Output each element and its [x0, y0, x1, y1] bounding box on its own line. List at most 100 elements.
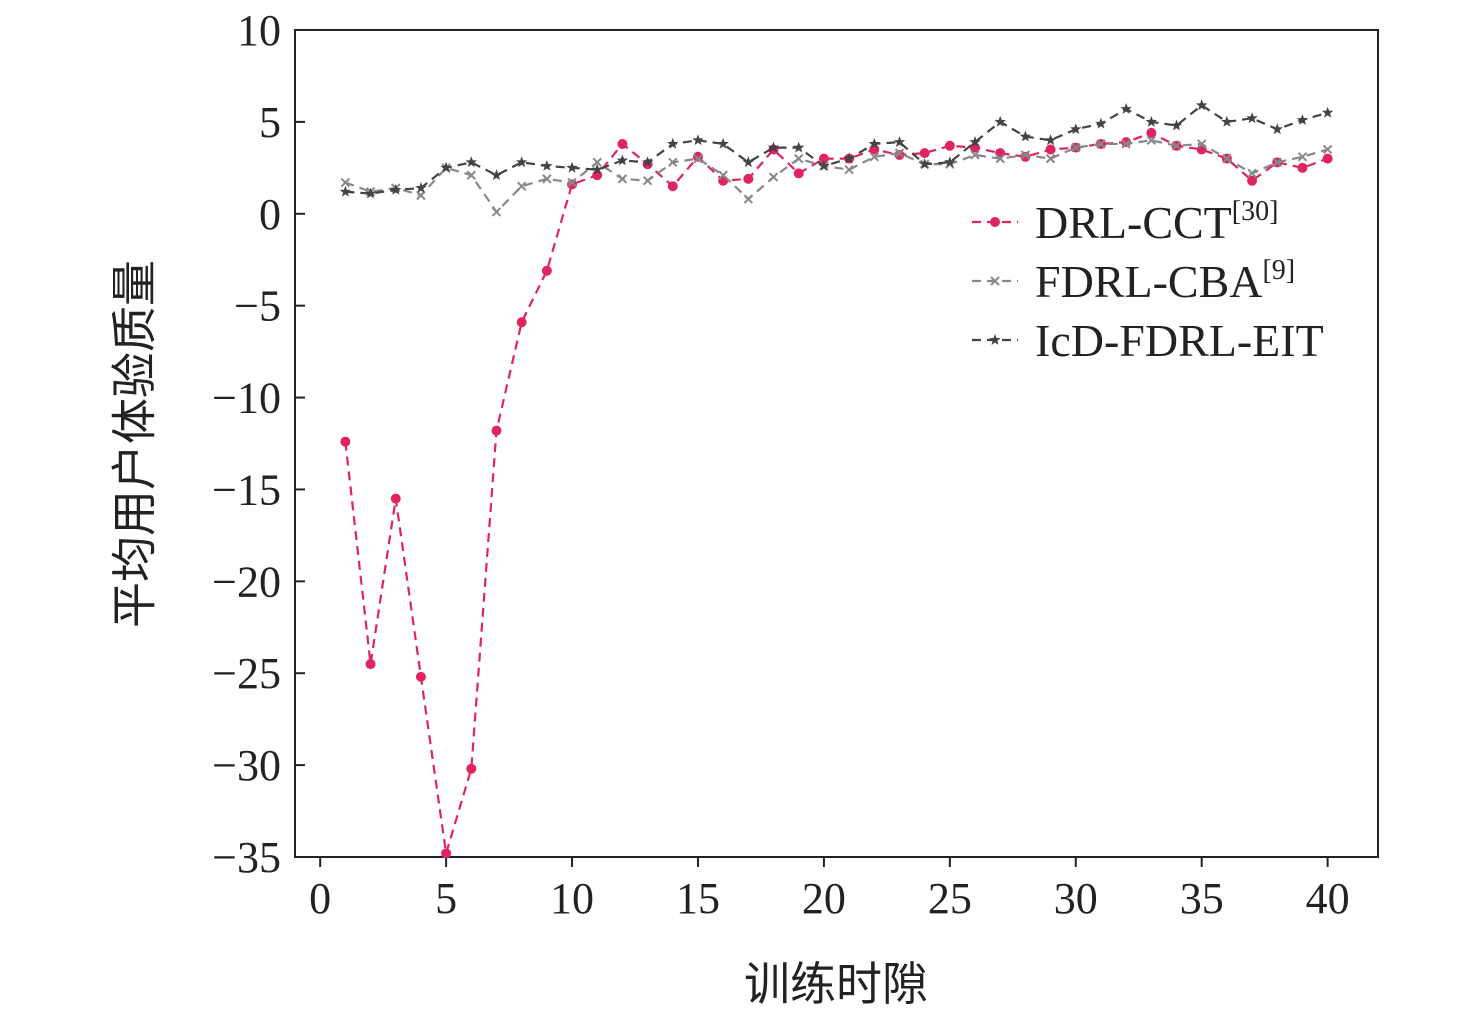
- point: [465, 156, 477, 168]
- point: [1044, 134, 1057, 146]
- point: [1272, 157, 1282, 168]
- point: [718, 170, 728, 180]
- point: [793, 168, 804, 179]
- legend-marker: [990, 217, 1000, 227]
- point: [844, 164, 854, 175]
- point: [466, 763, 477, 774]
- y-tick-label: −20: [212, 557, 281, 606]
- point: [668, 157, 678, 168]
- point: [868, 137, 880, 149]
- point: [1145, 115, 1157, 127]
- point: [1020, 150, 1031, 160]
- point: [592, 157, 602, 168]
- point: [994, 115, 1006, 127]
- y-axis-label: 平均用户体验质量: [110, 260, 161, 628]
- series-line: [344, 131, 1329, 854]
- point: [340, 177, 351, 188]
- point: [869, 152, 879, 162]
- point: [1045, 153, 1056, 164]
- x-axis-label: 训练时隙: [744, 959, 928, 1010]
- point: [1322, 153, 1333, 164]
- point: [1196, 139, 1207, 149]
- point: [894, 148, 905, 158]
- legend-ref: [30]: [1232, 196, 1279, 227]
- point: [642, 175, 653, 186]
- y-tick-label: −10: [212, 374, 281, 423]
- x-tick-label: 0: [309, 874, 331, 923]
- point: [969, 136, 981, 147]
- point: [1146, 127, 1157, 138]
- legend-name: FDRL-CBA: [1035, 256, 1262, 307]
- point: [1221, 115, 1233, 127]
- point: [1045, 144, 1056, 155]
- point: [692, 134, 704, 146]
- y-tick-label: 5: [259, 98, 281, 147]
- point: [1170, 119, 1183, 131]
- point: [490, 169, 503, 180]
- x-tick-label: 35: [1180, 874, 1224, 923]
- legend-marker: [990, 276, 1000, 286]
- point: [843, 152, 855, 164]
- point: [767, 141, 780, 153]
- legend-label: DRL-CCT[30]: [1035, 196, 1278, 248]
- legend-label: FDRL-CBA[9]: [1035, 255, 1295, 307]
- point: [466, 170, 477, 180]
- point: [970, 150, 980, 160]
- y-tick-label: −35: [212, 833, 281, 882]
- point: [818, 153, 829, 164]
- point: [491, 207, 502, 217]
- point: [566, 161, 578, 173]
- point: [340, 436, 351, 447]
- x-tick-label: 40: [1306, 874, 1350, 923]
- point: [743, 194, 754, 204]
- point: [541, 160, 553, 171]
- point: [918, 158, 931, 169]
- point: [1297, 152, 1308, 162]
- legend-marker: [989, 334, 1001, 345]
- legend-label: IcD-FDRL-EIT: [1035, 315, 1324, 366]
- point: [1196, 99, 1208, 111]
- point: [1121, 137, 1132, 148]
- point: [1120, 103, 1132, 114]
- x-tick-label: 15: [676, 874, 720, 923]
- point: [995, 153, 1005, 164]
- point: [390, 183, 402, 195]
- point: [542, 174, 552, 184]
- x-tick-label: 30: [1054, 874, 1098, 923]
- point: [693, 153, 703, 164]
- x-tick-label: 10: [550, 874, 594, 923]
- point: [1019, 130, 1032, 142]
- point: [793, 141, 805, 153]
- point: [1247, 168, 1257, 179]
- point: [919, 148, 930, 159]
- x-tick-label: 20: [802, 874, 846, 923]
- point: [1247, 175, 1258, 186]
- point: [390, 493, 401, 504]
- point: [794, 153, 804, 164]
- point: [516, 181, 527, 191]
- point: [1296, 114, 1309, 125]
- x-tick-label: 25: [928, 874, 972, 923]
- point: [415, 182, 427, 193]
- point: [995, 148, 1006, 159]
- y-tick-label: −5: [234, 282, 281, 331]
- point: [440, 161, 452, 173]
- point: [491, 425, 502, 436]
- point: [1070, 123, 1082, 135]
- legend-ref: [9]: [1262, 255, 1295, 286]
- point: [768, 172, 779, 182]
- legend-name: DRL-CCT: [1035, 197, 1232, 248]
- point: [415, 671, 426, 682]
- point: [1171, 141, 1182, 151]
- point: [1271, 123, 1283, 135]
- point: [365, 659, 376, 670]
- point: [516, 156, 528, 168]
- plot-frame: [294, 29, 1379, 858]
- point: [339, 185, 352, 197]
- point: [567, 177, 577, 188]
- point: [1321, 106, 1334, 118]
- series-line: [345, 103, 1328, 195]
- point: [1121, 139, 1131, 149]
- point: [616, 154, 629, 166]
